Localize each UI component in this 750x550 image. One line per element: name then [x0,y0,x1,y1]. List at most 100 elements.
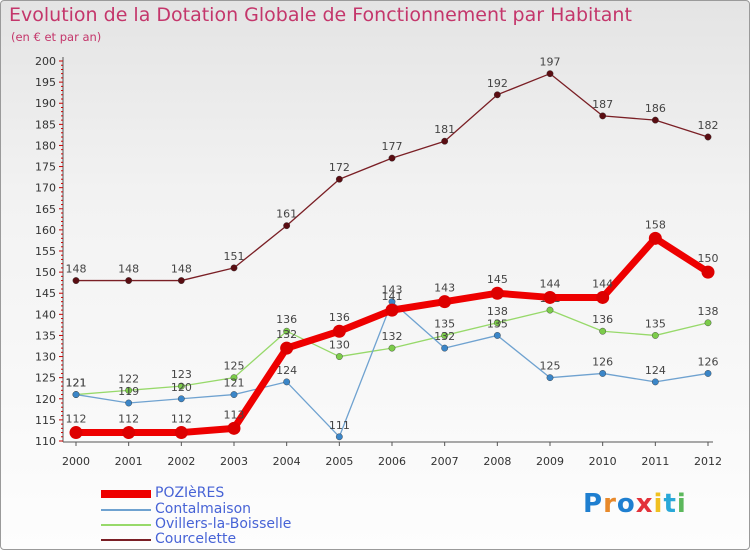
x-tick-label: 2005 [325,455,353,468]
y-tick-label: 160 [35,224,56,237]
logo-letter: i [676,489,687,519]
data-point [599,112,607,120]
data-label: 148 [171,263,192,276]
x-tick-label: 2003 [220,455,248,468]
data-label: 135 [487,317,508,330]
data-label: 126 [592,355,613,368]
data-label: 136 [276,313,297,326]
x-tick-label: 2007 [431,455,459,468]
data-point [230,264,238,272]
legend-swatch [101,524,151,526]
y-tick-label: 175 [35,161,56,174]
data-point [388,344,396,352]
data-point [599,370,607,377]
data-label: 136 [329,311,350,324]
y-tick-label: 130 [35,351,56,364]
x-tick-label: 2008 [483,455,511,468]
data-label: 192 [487,77,508,90]
data-point [283,222,291,230]
data-point [388,154,396,162]
data-label: 119 [118,385,139,398]
data-point [651,116,659,124]
data-label: 141 [382,290,403,303]
data-point [177,395,185,403]
y-tick-label: 140 [35,308,56,321]
data-point [596,290,610,304]
logo-letter: r [603,489,617,519]
data-point [493,332,501,339]
legend-label: POZIèRES [155,485,225,501]
data-label: 151 [224,250,245,263]
data-point [493,91,501,99]
data-point [72,277,80,284]
y-tick-label: 170 [35,182,56,195]
data-point [701,265,715,279]
data-label: 182 [698,119,719,132]
data-point [72,391,80,398]
data-point [441,137,449,145]
x-tick-label: 2012 [694,455,722,468]
data-label: 186 [645,102,666,115]
legend-label: Contalmaison [155,501,252,517]
data-label: 122 [118,372,139,385]
data-label: 158 [645,218,666,231]
data-label: 112 [118,413,139,426]
data-point [174,426,188,440]
data-point [385,303,399,317]
data-point [546,306,554,314]
x-tick-label: 2006 [378,455,406,468]
data-label: 111 [329,419,350,432]
logo-letter: t [663,489,677,519]
y-tick-label: 180 [35,139,56,152]
data-point [335,353,343,360]
y-tick-label: 200 [35,55,56,68]
data-point [177,382,185,390]
data-label: 135 [645,317,666,330]
data-label: 132 [276,328,297,341]
y-tick-label: 110 [35,435,56,448]
y-tick-label: 190 [35,97,56,110]
y-tick-label: 135 [35,329,56,342]
data-label: 123 [171,368,192,381]
data-point [441,344,449,352]
data-label: 138 [487,305,508,318]
y-tick-label: 145 [35,287,56,300]
data-point [441,332,449,339]
data-label: 144 [592,277,613,290]
data-label: 172 [329,161,350,174]
y-tick-label: 195 [35,76,56,89]
data-point [543,290,557,304]
data-point [125,399,133,407]
data-label: 120 [171,381,192,394]
y-tick-label: 155 [35,245,56,258]
data-label: 121 [66,377,87,390]
data-point [125,277,133,284]
data-point [335,175,343,183]
data-point [651,378,659,386]
data-point [704,319,712,327]
proxiti-logo: Proxiti [583,489,687,519]
y-tick-label: 120 [35,393,56,406]
y-tick-label: 185 [35,118,56,131]
data-point [122,426,136,440]
data-point [230,374,238,382]
logo-letter: o [616,489,636,519]
data-point [227,421,241,435]
chart-subtitle: (en € et par an) [11,30,102,44]
data-point [69,426,83,440]
y-tick-label: 150 [35,266,56,279]
data-label: 144 [540,277,561,290]
x-tick-label: 2004 [273,455,301,468]
chart-title: Evolution de la Dotation Globale de Fonc… [9,4,632,26]
data-label: 138 [698,305,719,318]
data-point [704,133,712,141]
y-tick-label: 125 [35,372,56,385]
x-tick-label: 2011 [641,455,669,468]
data-label: 132 [434,330,455,343]
data-label: 136 [592,313,613,326]
y-tick-label: 165 [35,203,56,216]
data-label: 181 [434,123,455,136]
data-point [283,378,291,386]
data-point [599,327,607,335]
